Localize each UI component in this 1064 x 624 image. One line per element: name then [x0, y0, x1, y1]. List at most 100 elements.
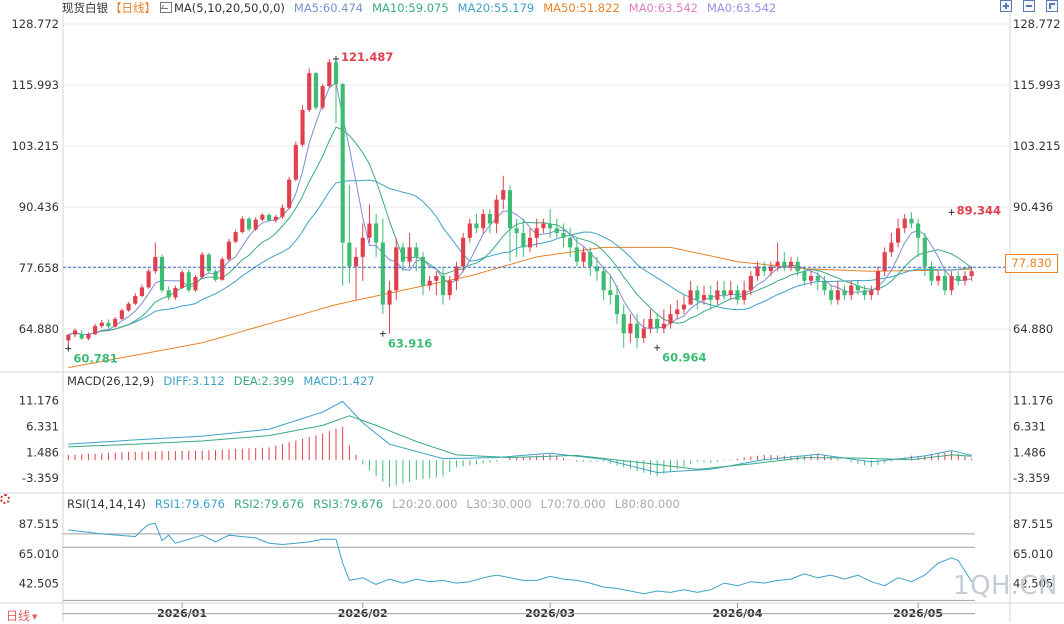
candle-body[interactable] [353, 256, 359, 267]
candle-body[interactable] [153, 256, 158, 272]
candle-body[interactable] [347, 242, 352, 267]
candle-body[interactable] [186, 272, 191, 291]
candle-body[interactable] [246, 218, 252, 230]
candle-body[interactable] [293, 144, 298, 180]
candle-body[interactable] [193, 276, 198, 291]
candle-body[interactable] [916, 223, 921, 238]
candle-body[interactable] [287, 179, 292, 208]
candle-body[interactable] [768, 266, 773, 272]
candle-body[interactable] [902, 218, 907, 229]
candle-body[interactable] [601, 271, 606, 291]
candle-body[interactable] [86, 334, 91, 339]
candle-body[interactable] [701, 295, 707, 300]
candle-body[interactable] [728, 290, 733, 296]
candle-body[interactable] [829, 290, 834, 300]
candle-body[interactable] [755, 266, 760, 276]
candle-body[interactable] [922, 237, 927, 267]
expand-icon[interactable] [1046, 0, 1058, 12]
candle-body[interactable] [139, 287, 145, 297]
candle-body[interactable] [79, 334, 84, 339]
candle-body[interactable] [929, 266, 934, 281]
candle-body[interactable] [320, 86, 325, 108]
candle-body[interactable] [661, 323, 666, 329]
candle-body[interactable] [99, 322, 104, 327]
candle-body[interactable] [481, 213, 486, 229]
candle-body[interactable] [387, 290, 392, 305]
candle-body[interactable] [93, 326, 98, 335]
candle-body[interactable] [748, 275, 753, 291]
candle-body[interactable] [454, 266, 459, 281]
candle-body[interactable] [581, 252, 586, 262]
candle-body[interactable] [420, 256, 426, 286]
candle-body[interactable] [815, 275, 820, 281]
candle-body[interactable] [688, 290, 693, 305]
candle-body[interactable] [527, 237, 533, 248]
candle-body[interactable] [133, 296, 138, 304]
candle-body[interactable] [949, 275, 954, 291]
candle-body[interactable] [427, 280, 432, 286]
candle-body[interactable] [895, 228, 901, 243]
candle-body[interactable] [762, 266, 767, 272]
candle-body[interactable] [467, 223, 472, 238]
candle-body[interactable] [440, 275, 446, 296]
candle-body[interactable] [568, 237, 573, 248]
candle-body[interactable] [260, 214, 265, 220]
candle-body[interactable] [641, 328, 646, 339]
period-tag[interactable]: 【日线】 [110, 1, 156, 15]
candle-body[interactable] [146, 271, 151, 288]
candle-body[interactable] [708, 295, 713, 300]
candle-body[interactable] [548, 223, 553, 229]
candle-body[interactable] [521, 233, 526, 248]
candle-body[interactable] [461, 237, 466, 267]
candle-body[interactable] [962, 275, 968, 281]
candle-body[interactable] [159, 256, 165, 291]
candle-body[interactable] [788, 261, 794, 267]
candle-body[interactable] [608, 290, 613, 296]
candle-body[interactable] [220, 259, 225, 280]
candle-body[interactable] [434, 275, 439, 281]
zoom-out-icon[interactable] [1023, 0, 1035, 12]
candle-body[interactable] [360, 237, 365, 257]
candle-body[interactable] [280, 207, 285, 217]
candle-body[interactable] [66, 334, 71, 341]
candle-body[interactable] [126, 303, 131, 311]
candle-body[interactable] [742, 290, 747, 300]
candle-body[interactable] [447, 280, 452, 296]
candle-body[interactable] [775, 261, 780, 267]
candle-body[interactable] [340, 84, 345, 243]
candle-body[interactable] [72, 330, 78, 335]
candle-body[interactable] [313, 73, 318, 108]
chart-type-icon[interactable] [160, 2, 172, 13]
candle-body[interactable] [715, 290, 720, 300]
candle-body[interactable] [407, 247, 412, 262]
candle-body[interactable] [487, 213, 492, 224]
candle-body[interactable] [795, 261, 800, 272]
zoom-in-icon[interactable] [1000, 0, 1012, 12]
candle-body[interactable] [969, 271, 974, 276]
candle-body[interactable] [635, 323, 640, 339]
candle-body[interactable] [695, 290, 700, 300]
candle-body[interactable] [655, 318, 660, 329]
candle-body[interactable] [561, 233, 566, 238]
candle-body[interactable] [554, 228, 559, 234]
candle-body[interactable] [300, 109, 305, 145]
candle-body[interactable] [882, 252, 887, 272]
candle-body[interactable] [594, 266, 600, 272]
candle-body[interactable] [367, 223, 372, 238]
candle-body[interactable] [119, 310, 124, 319]
candle-body[interactable] [307, 73, 312, 110]
candle-body[interactable] [380, 242, 385, 305]
candle-body[interactable] [808, 275, 814, 281]
candle-body[interactable] [541, 223, 546, 229]
candle-body[interactable] [327, 62, 332, 87]
candle-body[interactable] [333, 62, 339, 85]
candle-body[interactable] [106, 322, 111, 327]
candle-body[interactable] [501, 190, 506, 200]
candle-body[interactable] [862, 290, 867, 296]
candle-body[interactable] [668, 314, 673, 324]
candle-body[interactable] [534, 228, 539, 238]
candle-body[interactable] [574, 247, 579, 262]
candle-body[interactable] [802, 271, 807, 281]
candle-body[interactable] [514, 228, 519, 234]
candle-body[interactable] [849, 285, 854, 296]
